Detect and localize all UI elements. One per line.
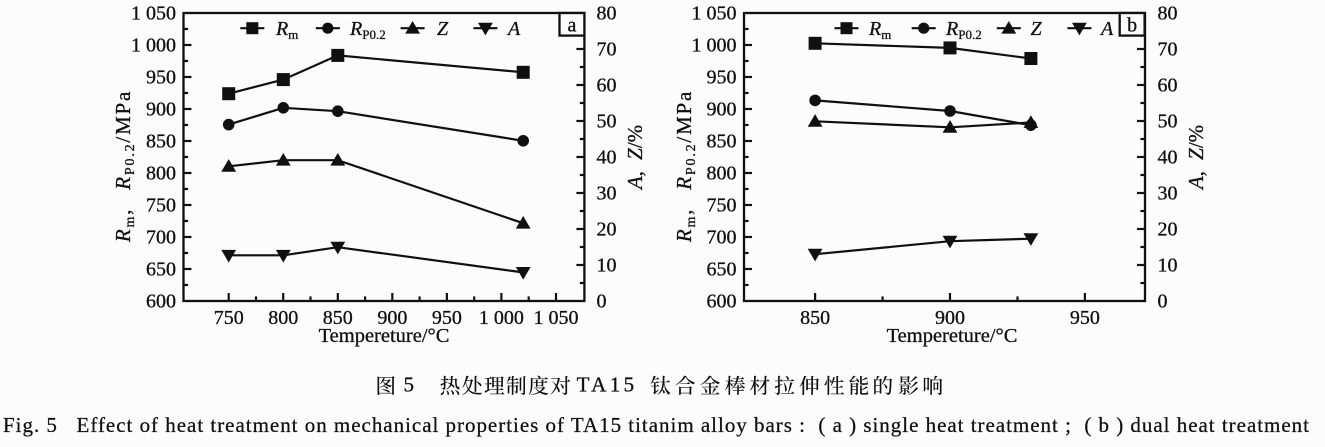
svg-text:Z: Z bbox=[437, 18, 449, 40]
svg-text:b: b bbox=[1127, 15, 1137, 37]
svg-text:50: 50 bbox=[1158, 111, 1178, 133]
svg-text:850: 850 bbox=[323, 307, 353, 329]
svg-text:0: 0 bbox=[1158, 291, 1168, 313]
svg-text:Rm, RP0.2/MPa: Rm, RP0.2/MPa bbox=[111, 90, 138, 243]
svg-text:900: 900 bbox=[377, 307, 407, 329]
svg-text:60: 60 bbox=[597, 75, 617, 97]
svg-text:900: 900 bbox=[935, 307, 965, 329]
svg-text:60: 60 bbox=[1158, 75, 1178, 97]
svg-text:80: 80 bbox=[597, 3, 617, 25]
svg-text:700: 700 bbox=[146, 227, 176, 249]
svg-text:1 000: 1 000 bbox=[479, 307, 524, 329]
svg-text:1 000: 1 000 bbox=[131, 35, 176, 57]
svg-text:A, Z/%: A, Z/% bbox=[623, 125, 647, 191]
svg-text:30: 30 bbox=[597, 183, 617, 205]
svg-text:RP0.2: RP0.2 bbox=[349, 18, 386, 42]
svg-text:1 050: 1 050 bbox=[131, 3, 176, 25]
svg-text:950: 950 bbox=[432, 307, 462, 329]
svg-text:30: 30 bbox=[1158, 183, 1178, 205]
svg-text:20: 20 bbox=[597, 219, 617, 241]
svg-text:A, Z/%: A, Z/% bbox=[1184, 125, 1208, 191]
svg-text:40: 40 bbox=[1158, 147, 1178, 169]
svg-text:950: 950 bbox=[146, 67, 176, 89]
svg-text:Rm, RP0.2/MPa: Rm, RP0.2/MPa bbox=[672, 90, 699, 243]
svg-text:750: 750 bbox=[707, 195, 737, 217]
svg-text:80: 80 bbox=[1158, 3, 1178, 25]
svg-text:20: 20 bbox=[1158, 219, 1178, 241]
svg-text:650: 650 bbox=[707, 259, 737, 281]
svg-text:800: 800 bbox=[268, 307, 298, 329]
svg-text:600: 600 bbox=[146, 291, 176, 313]
svg-text:850: 850 bbox=[707, 131, 737, 153]
svg-text:650: 650 bbox=[146, 259, 176, 281]
svg-text:RP0.2: RP0.2 bbox=[945, 18, 982, 42]
svg-text:70: 70 bbox=[597, 39, 617, 61]
svg-text:Rm: Rm bbox=[868, 18, 891, 42]
svg-text:850: 850 bbox=[146, 131, 176, 153]
svg-text:600: 600 bbox=[707, 291, 737, 313]
svg-text:40: 40 bbox=[597, 147, 617, 169]
svg-text:700: 700 bbox=[707, 227, 737, 249]
svg-text:800: 800 bbox=[146, 163, 176, 185]
svg-text:Tempereture/°C: Tempereture/°C bbox=[887, 325, 1018, 347]
svg-text:Z: Z bbox=[1031, 18, 1043, 40]
svg-text:750: 750 bbox=[214, 307, 244, 329]
svg-text:A: A bbox=[1099, 18, 1114, 40]
svg-text:50: 50 bbox=[597, 111, 617, 133]
svg-text:900: 900 bbox=[146, 99, 176, 121]
svg-text:0: 0 bbox=[597, 291, 607, 313]
svg-text:TA15: TA15 bbox=[577, 373, 638, 397]
svg-text:5: 5 bbox=[404, 373, 415, 397]
svg-text:10: 10 bbox=[1158, 255, 1178, 277]
svg-text:10: 10 bbox=[597, 255, 617, 277]
svg-text:900: 900 bbox=[707, 99, 737, 121]
svg-text:Tempereture/°C: Tempereture/°C bbox=[319, 325, 450, 347]
svg-text:950: 950 bbox=[707, 67, 737, 89]
svg-text:Rm: Rm bbox=[275, 18, 298, 42]
svg-text:70: 70 bbox=[1158, 39, 1178, 61]
svg-text:A: A bbox=[506, 18, 521, 40]
svg-text:1 000: 1 000 bbox=[692, 35, 737, 57]
svg-text:850: 850 bbox=[800, 307, 830, 329]
svg-text:1 050: 1 050 bbox=[692, 3, 737, 25]
svg-text:800: 800 bbox=[707, 163, 737, 185]
svg-text:950: 950 bbox=[1070, 307, 1100, 329]
svg-text:a: a bbox=[567, 15, 576, 37]
svg-text:1 050: 1 050 bbox=[533, 307, 578, 329]
svg-text:Fig. 5 Effect of heat treatm: Fig. 5 Effect of heat treatment on mecha… bbox=[3, 413, 1309, 437]
svg-text:750: 750 bbox=[146, 195, 176, 217]
